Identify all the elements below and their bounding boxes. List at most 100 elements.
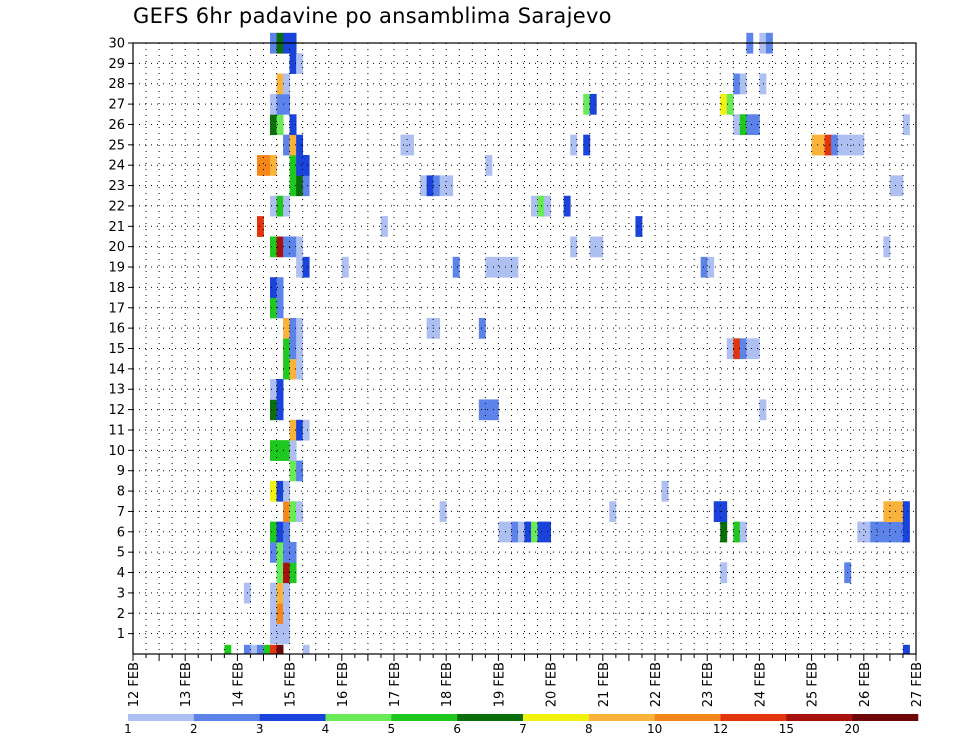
y-tick-label: 19 bbox=[108, 261, 125, 276]
colorbar-swatch bbox=[588, 714, 655, 721]
heatmap-cell bbox=[531, 195, 538, 217]
heatmap-cell bbox=[283, 317, 291, 339]
heatmap-cell bbox=[857, 521, 865, 543]
heatmap-cell bbox=[733, 114, 741, 136]
y-tick-label: 18 bbox=[108, 281, 125, 296]
heatmap-cell bbox=[289, 114, 297, 136]
heatmap-cell bbox=[270, 399, 277, 421]
x-tick-label: 19 FEB bbox=[492, 662, 507, 707]
heatmap-cell bbox=[589, 93, 597, 115]
heatmap-cell bbox=[270, 195, 277, 217]
heatmap-cell bbox=[296, 460, 304, 482]
y-tick-label: 17 bbox=[108, 301, 125, 316]
heatmap-cell bbox=[256, 644, 264, 655]
y-tick-label: 24 bbox=[108, 159, 125, 174]
heatmap-cell bbox=[857, 134, 865, 156]
heatmap-cell bbox=[491, 399, 499, 421]
heatmap-cell bbox=[263, 155, 271, 176]
heatmap-cell bbox=[276, 379, 284, 400]
y-tick-label: 14 bbox=[108, 362, 125, 377]
heatmap-cell bbox=[283, 338, 291, 360]
heatmap-cell bbox=[452, 256, 460, 278]
heatmap-cell bbox=[283, 562, 291, 584]
heatmap-cell bbox=[296, 53, 304, 74]
heatmap-cell bbox=[302, 175, 310, 197]
heatmap-cell bbox=[498, 521, 506, 543]
heatmap-cell bbox=[485, 256, 493, 278]
heatmap-cell bbox=[283, 134, 291, 156]
heatmap-cell bbox=[256, 155, 264, 176]
heatmap-cell bbox=[296, 317, 304, 339]
heatmap-cell bbox=[870, 521, 878, 543]
y-axis: 1234567891011121314151617181920212223242… bbox=[108, 37, 133, 642]
y-tick-label: 20 bbox=[108, 240, 125, 255]
heatmap-cell bbox=[883, 236, 891, 258]
heatmap-cell bbox=[276, 440, 284, 461]
heatmap-cell bbox=[889, 175, 897, 197]
colorbar-label: 20 bbox=[845, 722, 860, 736]
heatmap-cell bbox=[276, 399, 284, 421]
colorbar-label: 5 bbox=[388, 722, 396, 736]
heatmap-cell bbox=[831, 134, 839, 156]
grid-lines bbox=[133, 42, 916, 654]
colorbar-swatch bbox=[786, 714, 853, 721]
y-tick-label: 6 bbox=[117, 525, 125, 540]
heatmap-cell bbox=[289, 175, 297, 197]
heatmap-cell bbox=[283, 623, 291, 645]
heatmap-cell bbox=[524, 521, 532, 543]
heatmap-cell bbox=[426, 175, 434, 197]
heatmap-cell bbox=[876, 521, 884, 543]
chart-title: GEFS 6hr padavine po ansamblima Sarajevo bbox=[133, 4, 612, 28]
heatmap-cell bbox=[270, 114, 277, 136]
heatmap-cell bbox=[420, 175, 428, 197]
x-tick-label: 18 FEB bbox=[440, 662, 455, 707]
heatmap-cell bbox=[570, 134, 578, 156]
colorbar-swatch bbox=[523, 714, 590, 721]
y-tick-label: 22 bbox=[108, 199, 125, 214]
heatmap-cell bbox=[511, 256, 519, 278]
colorbar-swatch bbox=[720, 714, 787, 721]
heatmap-cell bbox=[289, 317, 297, 339]
heatmap-cell bbox=[478, 317, 486, 339]
heatmap-cell bbox=[289, 155, 297, 176]
y-tick-label: 13 bbox=[108, 383, 125, 398]
heatmap-cell bbox=[276, 623, 284, 645]
heatmap-cell bbox=[283, 501, 291, 523]
heatmap-cell bbox=[863, 521, 871, 543]
heatmap-cell bbox=[289, 501, 297, 523]
heatmap-cell bbox=[270, 277, 277, 298]
x-tick-label: 15 FEB bbox=[284, 662, 299, 707]
heatmap-cell bbox=[407, 134, 414, 156]
heatmap-cell bbox=[752, 114, 760, 136]
heatmap-cell bbox=[720, 501, 728, 523]
y-tick-label: 28 bbox=[108, 77, 125, 92]
heatmap-cell bbox=[283, 73, 291, 95]
heatmap-cell bbox=[759, 399, 767, 421]
heatmap-cell bbox=[752, 338, 760, 360]
heatmap-cell bbox=[504, 256, 512, 278]
heatmap-cell bbox=[296, 155, 304, 176]
heatmap-cell bbox=[250, 644, 258, 655]
colorbar-swatch bbox=[128, 714, 195, 721]
heatmap-cell bbox=[733, 338, 741, 360]
colorbar-label: 3 bbox=[256, 722, 264, 736]
heatmap-cell bbox=[270, 521, 277, 543]
heatmap-cell bbox=[485, 155, 493, 176]
heatmap-cell bbox=[446, 175, 454, 197]
colorbar-label: 2 bbox=[190, 722, 198, 736]
x-tick-label: 27 FEB bbox=[910, 662, 925, 707]
heatmap-cell bbox=[270, 379, 277, 400]
x-tick-label: 12 FEB bbox=[127, 662, 142, 707]
heatmap-cell bbox=[283, 195, 291, 217]
y-tick-label: 2 bbox=[117, 607, 125, 622]
x-tick-label: 23 FEB bbox=[701, 662, 716, 707]
colorbar-swatch bbox=[654, 714, 721, 721]
heatmap-cell bbox=[380, 216, 388, 237]
heatmap-cell bbox=[739, 521, 747, 543]
heatmap-cell bbox=[583, 93, 591, 115]
heatmap-cell bbox=[504, 521, 512, 543]
heatmap-cell bbox=[263, 644, 271, 655]
heatmap-cell bbox=[276, 297, 284, 319]
x-tick-label: 24 FEB bbox=[753, 662, 768, 707]
heatmap-cell bbox=[531, 521, 538, 543]
